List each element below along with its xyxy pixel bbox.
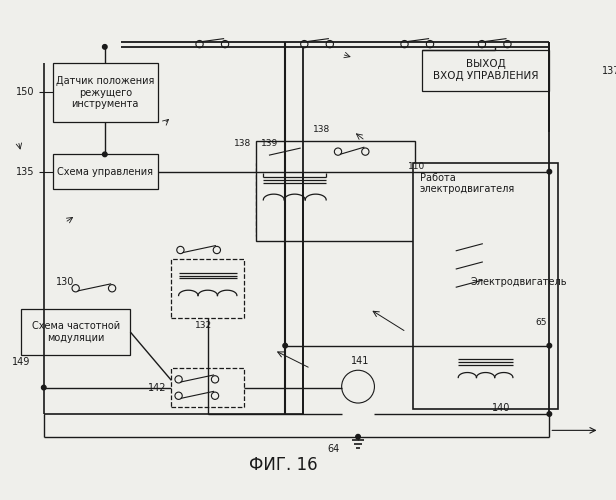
Text: 138: 138: [312, 126, 330, 134]
Bar: [171, 368, 244, 406]
Circle shape: [547, 412, 551, 416]
Text: 132: 132: [195, 321, 212, 330]
Bar: [485, 246, 551, 318]
Text: 130: 130: [55, 277, 74, 287]
Text: 64: 64: [328, 444, 340, 454]
Text: 65: 65: [535, 318, 546, 328]
Text: 149: 149: [12, 357, 30, 367]
Bar: [413, 164, 559, 410]
Text: 137: 137: [602, 66, 616, 76]
Circle shape: [356, 434, 360, 439]
Circle shape: [283, 170, 288, 174]
Text: Работа
электродвигателя: Работа электродвигателя: [420, 172, 515, 195]
Text: Электродвигатель: Электродвигатель: [470, 277, 567, 287]
Circle shape: [547, 170, 551, 174]
Text: ВЫХОД
ВХОД УПРАВЛЕНИЯ: ВЫХОД ВХОД УПРАВЛЕНИЯ: [433, 60, 538, 81]
Circle shape: [102, 44, 107, 49]
Bar: [256, 140, 415, 241]
Text: 142: 142: [148, 382, 167, 392]
Bar: [53, 154, 158, 189]
Bar: [422, 50, 549, 90]
Text: 141: 141: [351, 356, 369, 366]
Text: 140: 140: [492, 402, 510, 412]
Circle shape: [547, 344, 551, 348]
Circle shape: [41, 386, 46, 390]
Text: 139: 139: [261, 139, 278, 148]
Bar: [449, 232, 554, 400]
Circle shape: [102, 152, 107, 156]
Text: Датчик положения
режущего
инструмента: Датчик положения режущего инструмента: [56, 76, 155, 110]
Text: 110: 110: [408, 162, 426, 170]
Text: ФИГ. 16: ФИГ. 16: [249, 456, 318, 474]
Text: 150: 150: [16, 88, 34, 98]
Text: 135: 135: [16, 166, 34, 176]
Bar: [171, 259, 244, 318]
Text: 138: 138: [234, 139, 251, 148]
Text: Схема частотной
модуляции: Схема частотной модуляции: [31, 321, 120, 343]
Circle shape: [283, 344, 288, 348]
Bar: [21, 309, 131, 355]
Bar: [53, 64, 158, 122]
Text: Схема управления: Схема управления: [57, 166, 153, 176]
Bar: [256, 164, 333, 236]
